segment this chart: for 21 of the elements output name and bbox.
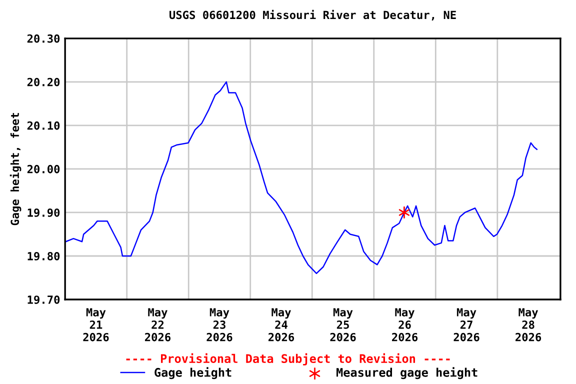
y-tick-label: 20.00: [27, 164, 60, 174]
x-tick-label: May 21 2026: [83, 308, 109, 342]
legend-label: Measured gage height: [336, 367, 478, 380]
y-tick-label: 20.10: [27, 121, 60, 130]
y-tick-label: 19.70: [28, 295, 60, 304]
x-tick-label: May 28 2026: [516, 308, 542, 342]
legend-label: Gage height: [154, 367, 232, 380]
x-tick-label: May 24 2026: [268, 308, 294, 342]
x-tick-label: May 25 2026: [330, 308, 356, 342]
y-tick-label: 20.30: [27, 34, 60, 43]
y-tick-label: 19.80: [28, 252, 60, 260]
text: ---- Provisional Data Subject to Revision ----: [126, 353, 450, 366]
chart-title: USGS 06601200 Missouri River at Decatur, NE: [170, 10, 456, 21]
y-tick-label: 19.90: [28, 208, 60, 217]
x-tick-label: May 26 2026: [392, 308, 418, 342]
line-series: [65, 81, 538, 274]
y-tick-label: 20.20: [27, 78, 60, 86]
y-axis-title: Gage height, feet: [10, 112, 22, 226]
x-tick-label: May 27 2026: [454, 308, 480, 342]
x-tick-label: May 22 2026: [144, 308, 171, 342]
x-tick-label: May 23 2026: [206, 308, 232, 342]
